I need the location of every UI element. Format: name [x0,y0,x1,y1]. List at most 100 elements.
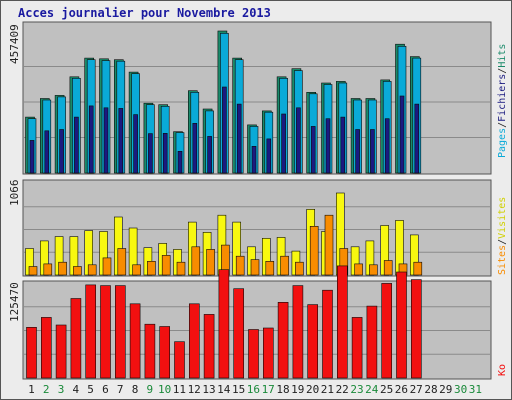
bar-ko [277,301,289,379]
bar-pages [222,86,227,174]
legend-visites: Visites [497,197,508,239]
day-label: 30 [454,383,467,396]
bar-pages [74,116,79,174]
bar-sites [369,264,378,276]
day-label: 26 [395,383,408,396]
bar-ko [351,317,363,379]
day-label: 1 [28,383,35,396]
legend-sep: / [497,68,508,74]
day-label: 7 [117,383,124,396]
day-label: 4 [72,383,79,396]
legend-bot: Ko [497,364,508,376]
day-label: 9 [146,383,153,396]
bar-ko [189,303,200,379]
bar-sites [265,260,275,276]
bar-ko [233,288,244,379]
bar-ko [26,326,37,379]
bar-pages [251,146,257,174]
bar-sites [176,261,186,276]
bar-ko [55,324,67,379]
day-label: 6 [102,383,109,396]
bar-ko [218,269,230,379]
bar-ko [336,265,348,379]
day-label: 14 [217,383,231,396]
bar-pages [44,130,50,174]
bar-pages [59,129,64,174]
bar-pages [370,129,375,174]
day-label: 20 [306,383,319,396]
day-label: 31 [469,383,482,396]
bar-pages [310,126,316,174]
bar-pages [88,105,94,174]
day-label: 13 [202,383,215,396]
bar-sites [354,263,363,276]
bar-sites [191,246,201,276]
ylabel-bot: 125470 [8,282,21,322]
bar-pages [162,133,168,174]
bar-ko [70,298,82,379]
bar-sites [132,264,141,276]
bar-pages [355,129,360,174]
day-label: 5 [87,383,94,396]
bar-ko [366,305,378,379]
legend-top: Pages/Fichiers/Hits [497,44,508,158]
day-label: 23 [350,383,363,396]
bar-ko [129,303,141,379]
bar-sites [43,263,53,276]
bar-ko [159,326,170,379]
bar-sites [250,259,260,276]
day-label: 17 [262,383,275,396]
bar-pages [266,138,272,174]
bar-ko [292,285,304,379]
bar-pages [325,118,331,174]
bar-sites [413,261,423,276]
legend-pages: Pages [497,128,508,158]
bar-ko [262,327,274,379]
ylabel-top: 457409 [8,24,21,64]
day-label: 16 [247,383,260,396]
legend-sites: Sites [497,245,508,275]
bar-ko [248,329,259,379]
bar-pages [281,113,286,174]
legend-hits: Hits [497,44,508,68]
bar-pages [103,107,109,174]
bar-ko [396,271,407,379]
bar-sites [28,266,38,276]
bars [25,30,423,379]
bar-sites [161,255,171,276]
bar-ko [174,341,185,379]
bar-sites [73,266,82,276]
day-label: 29 [439,383,452,396]
day-label: 28 [424,383,437,396]
day-label: 3 [58,383,65,396]
bar-ko [115,285,126,379]
day-label: 10 [158,383,171,396]
chart-title: Acces journalier pour Novembre 2013 [18,6,271,20]
bar-sites [324,214,334,276]
day-label: 25 [380,383,393,396]
day-label: 2 [43,383,50,396]
legend-fichiers: Fichiers [497,74,508,122]
bar-sites [58,261,67,276]
bar-pages [384,118,390,174]
day-label: 18 [276,383,289,396]
day-label: 21 [321,383,334,396]
day-label: 19 [291,383,304,396]
bar-ko [144,323,156,379]
bar-ko [203,314,215,379]
bar-pages [207,136,212,174]
bar-pages [192,123,198,174]
bar-sites [383,260,393,276]
day-label: 22 [336,383,349,396]
day-label: 8 [132,383,139,396]
bar-ko [381,283,393,379]
bar-sites [206,249,215,276]
bar-ko [307,304,319,379]
bar-ko [100,285,111,379]
bar-sites [102,257,112,276]
legend-mid: Sites/Visites [497,197,508,275]
ylabel-mid: 1066 [8,180,21,207]
bar-pages [133,114,138,174]
bar-sites [87,264,97,276]
